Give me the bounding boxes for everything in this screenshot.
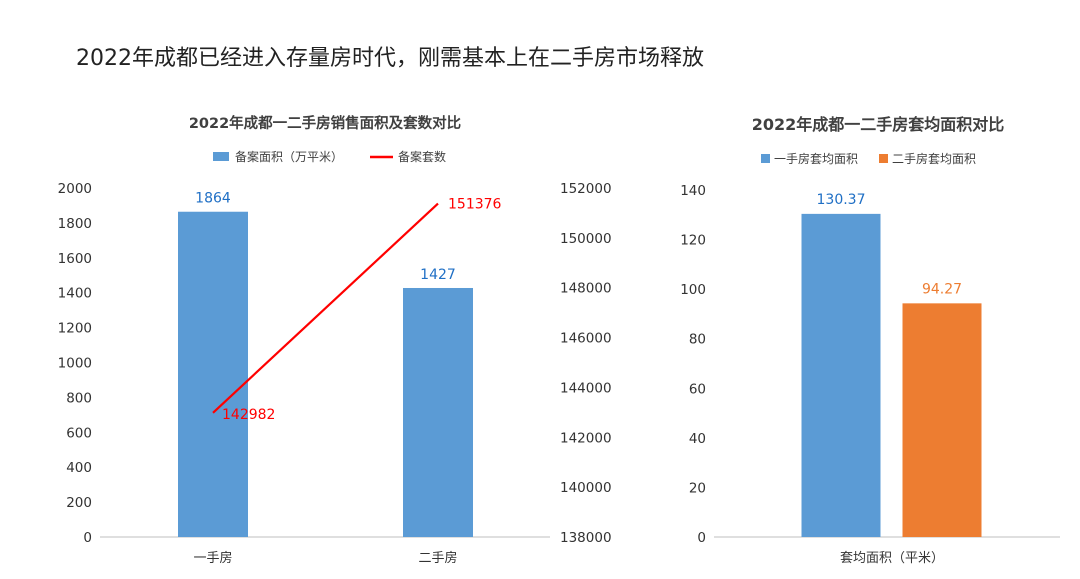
y-tick-label: 120 (680, 233, 706, 249)
y-tick-label: 1600 (58, 251, 92, 267)
y-tick-label: 0 (697, 530, 706, 546)
chart-2-title: 2022年成都一二手房套均面积对比 (752, 115, 1005, 134)
y-tick-label: 2000 (58, 181, 92, 197)
legend-label-series-1: 一手房套均面积 (774, 151, 858, 166)
legend-label-line: 备案套数 (398, 149, 446, 164)
line-series (212, 202, 439, 414)
page-title: 2022年成都已经进入存量房时代，刚需基本上在二手房市场释放 (76, 46, 704, 71)
y-tick-label: 400 (66, 460, 92, 476)
y-tick-label: 0 (83, 530, 92, 546)
y-tick-label: 140 (680, 183, 706, 199)
legend-label-series-2: 二手房套均面积 (892, 151, 976, 166)
line-value-label: 142982 (222, 407, 275, 423)
bar (801, 213, 881, 537)
y-tick-label: 600 (66, 425, 92, 441)
bar-value-label: 94.27 (922, 281, 962, 297)
y2-tick-label: 152000 (560, 181, 612, 197)
x-category-label: 套均面积（平米） (840, 550, 944, 566)
bar (902, 303, 982, 537)
legend-swatch-series-1 (761, 154, 770, 163)
x-category-label: 一手房 (193, 550, 232, 566)
line-value-label: 151376 (448, 197, 502, 213)
chart-1-title: 2022年成都一二手房销售面积及套数对比 (189, 114, 461, 132)
y2-tick-label: 140000 (560, 480, 612, 496)
y-tick-label: 800 (66, 390, 92, 406)
bar-value-label: 1864 (195, 191, 231, 207)
y-tick-label: 200 (66, 495, 92, 511)
y-tick-label: 40 (689, 431, 706, 447)
y-tick-label: 1400 (58, 286, 92, 302)
y-tick-label: 1200 (58, 321, 92, 337)
bar (178, 211, 248, 537)
y2-tick-label: 138000 (560, 530, 612, 546)
y2-tick-label: 142000 (560, 430, 612, 446)
y-tick-label: 80 (689, 332, 706, 348)
legend-label-bar: 备案面积（万平米） (235, 149, 343, 164)
y-tick-label: 1800 (58, 216, 92, 232)
y-tick-label: 20 (689, 480, 706, 496)
y2-tick-label: 144000 (560, 380, 612, 396)
bar-value-label: 130.37 (817, 192, 866, 208)
y-tick-label: 60 (689, 381, 706, 397)
y-tick-label: 1000 (58, 356, 92, 372)
legend-swatch-series-2 (879, 154, 888, 163)
y2-tick-label: 146000 (560, 331, 612, 347)
bar-value-label: 1427 (420, 267, 456, 283)
y-tick-label: 100 (680, 282, 706, 298)
bar (403, 287, 473, 537)
legend-swatch-bar (213, 152, 229, 161)
y2-tick-label: 148000 (560, 281, 612, 297)
y2-tick-label: 150000 (560, 231, 612, 247)
x-category-label: 二手房 (418, 550, 457, 566)
